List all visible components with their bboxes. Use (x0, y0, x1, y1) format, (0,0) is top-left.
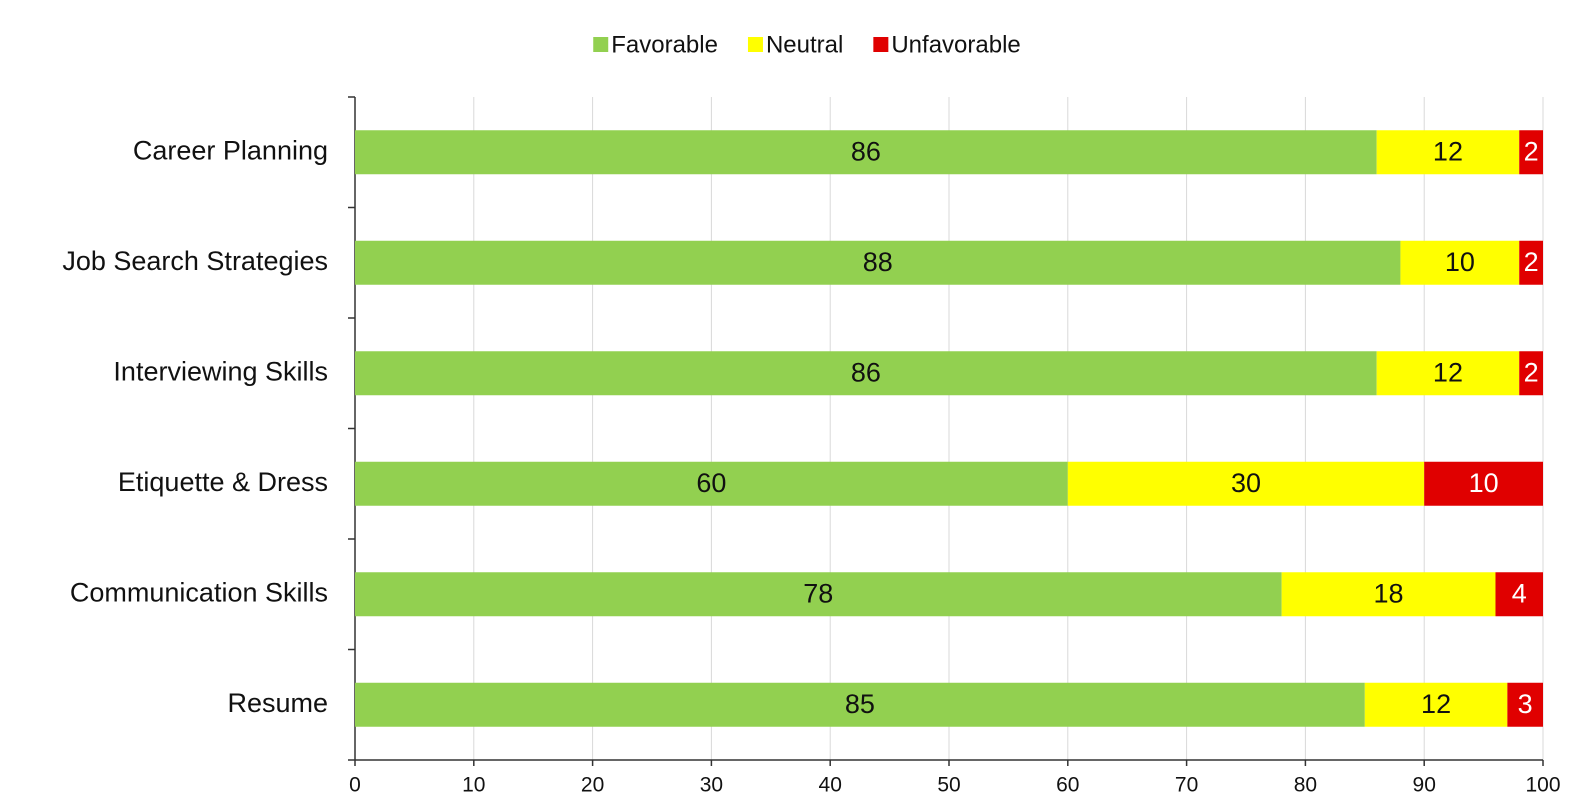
bar-segment (1495, 572, 1543, 617)
x-tick-label: 50 (937, 774, 960, 797)
bar-segment (1519, 351, 1543, 396)
x-tick-label: 30 (700, 774, 723, 797)
x-tick-label: 20 (581, 774, 604, 797)
legend-label: Unfavorable (891, 31, 1020, 58)
bar-segment (1364, 682, 1508, 727)
bar-segment (1376, 130, 1520, 175)
x-tick-label: 40 (819, 774, 842, 797)
x-tick-label: 70 (1175, 774, 1198, 797)
bar-segment (1424, 461, 1543, 506)
data-label: 12 (1421, 689, 1451, 719)
data-label: 10 (1445, 247, 1475, 277)
y-tick-label: Communication Skills (70, 577, 328, 607)
y-tick-label: Etiquette & Dress (118, 467, 328, 497)
legend-label: Favorable (611, 31, 718, 58)
legend-swatch (593, 37, 609, 52)
x-tick-label: 80 (1294, 774, 1317, 797)
data-label: 78 (803, 578, 833, 608)
data-label: 88 (863, 247, 893, 277)
data-label: 86 (851, 357, 881, 387)
bar-segment (1067, 461, 1425, 506)
data-label: 12 (1433, 136, 1463, 166)
bar-segment (355, 351, 1377, 396)
y-tick-label: Interviewing Skills (113, 356, 328, 386)
bar-segment (355, 461, 1068, 506)
data-label: 85 (845, 689, 875, 719)
bar-segment (355, 240, 1401, 285)
data-label: 60 (696, 468, 726, 498)
x-tick-label: 0 (349, 774, 361, 797)
data-label: 12 (1433, 357, 1463, 387)
x-tick-label: 10 (462, 774, 485, 797)
x-tick-label: 100 (1525, 774, 1560, 797)
bar-segment (355, 682, 1365, 727)
data-label: 30 (1231, 468, 1261, 498)
legend-swatch (873, 37, 889, 52)
y-tick-label: Career Planning (133, 135, 328, 165)
y-tick-label: Job Search Strategies (62, 246, 328, 276)
bar-segment (1519, 130, 1543, 175)
y-tick-label: Resume (227, 688, 328, 718)
bar-segment (1519, 240, 1543, 285)
bar-segment (1376, 351, 1520, 396)
data-label: 2 (1524, 357, 1539, 387)
bar-segment (355, 572, 1282, 617)
data-label: 86 (851, 136, 881, 166)
data-label: 18 (1374, 578, 1404, 608)
data-label: 4 (1512, 578, 1527, 608)
data-label: 10 (1469, 468, 1499, 498)
data-label: 2 (1524, 136, 1539, 166)
bar-segment (1400, 240, 1520, 285)
bar-segment (1281, 572, 1496, 617)
legend-label: Neutral (766, 31, 843, 58)
bar-segment (355, 130, 1377, 175)
data-label: 3 (1518, 689, 1533, 719)
legend-swatch (747, 37, 763, 52)
bar-segment (1507, 682, 1543, 727)
x-tick-label: 60 (1056, 774, 1079, 797)
x-tick-label: 90 (1413, 774, 1436, 797)
data-label: 2 (1524, 247, 1539, 277)
